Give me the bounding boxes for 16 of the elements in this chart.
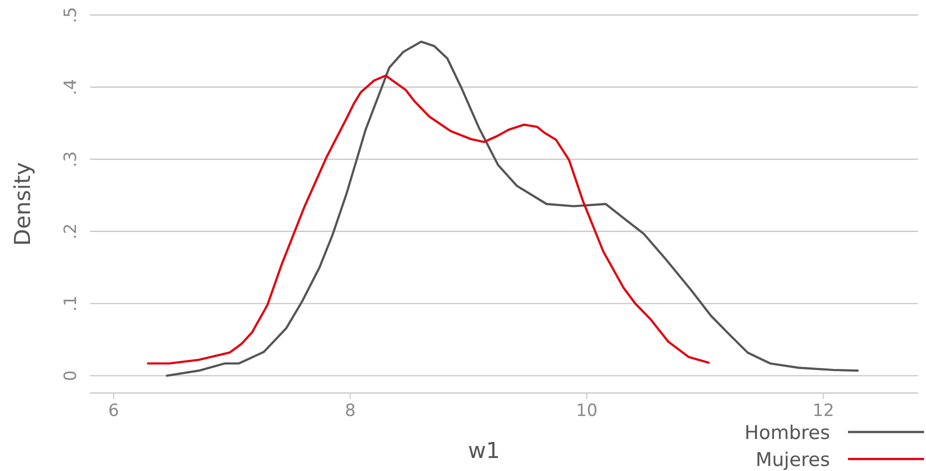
line-series: [146, 74, 710, 365]
y-tick-label: .3: [60, 151, 81, 168]
x-tick-label: 12: [812, 401, 834, 421]
x-axis-title: w1: [468, 439, 500, 464]
x-tick-label: 8: [344, 401, 356, 421]
x-tick-label: 6: [108, 401, 120, 421]
line-series: [166, 40, 859, 377]
legend-label: Mujeres: [756, 449, 830, 471]
y-axis-title: Density: [11, 162, 36, 246]
y-tick-label: .5: [60, 6, 81, 24]
y-tick-label: .4: [60, 79, 81, 96]
x-tick-label: 10: [576, 401, 598, 421]
legend-label: Hombres: [744, 422, 830, 444]
y-tick-label: .1: [60, 295, 81, 312]
y-tick-label: 0: [60, 370, 81, 382]
y-tick-label: .2: [60, 223, 81, 240]
